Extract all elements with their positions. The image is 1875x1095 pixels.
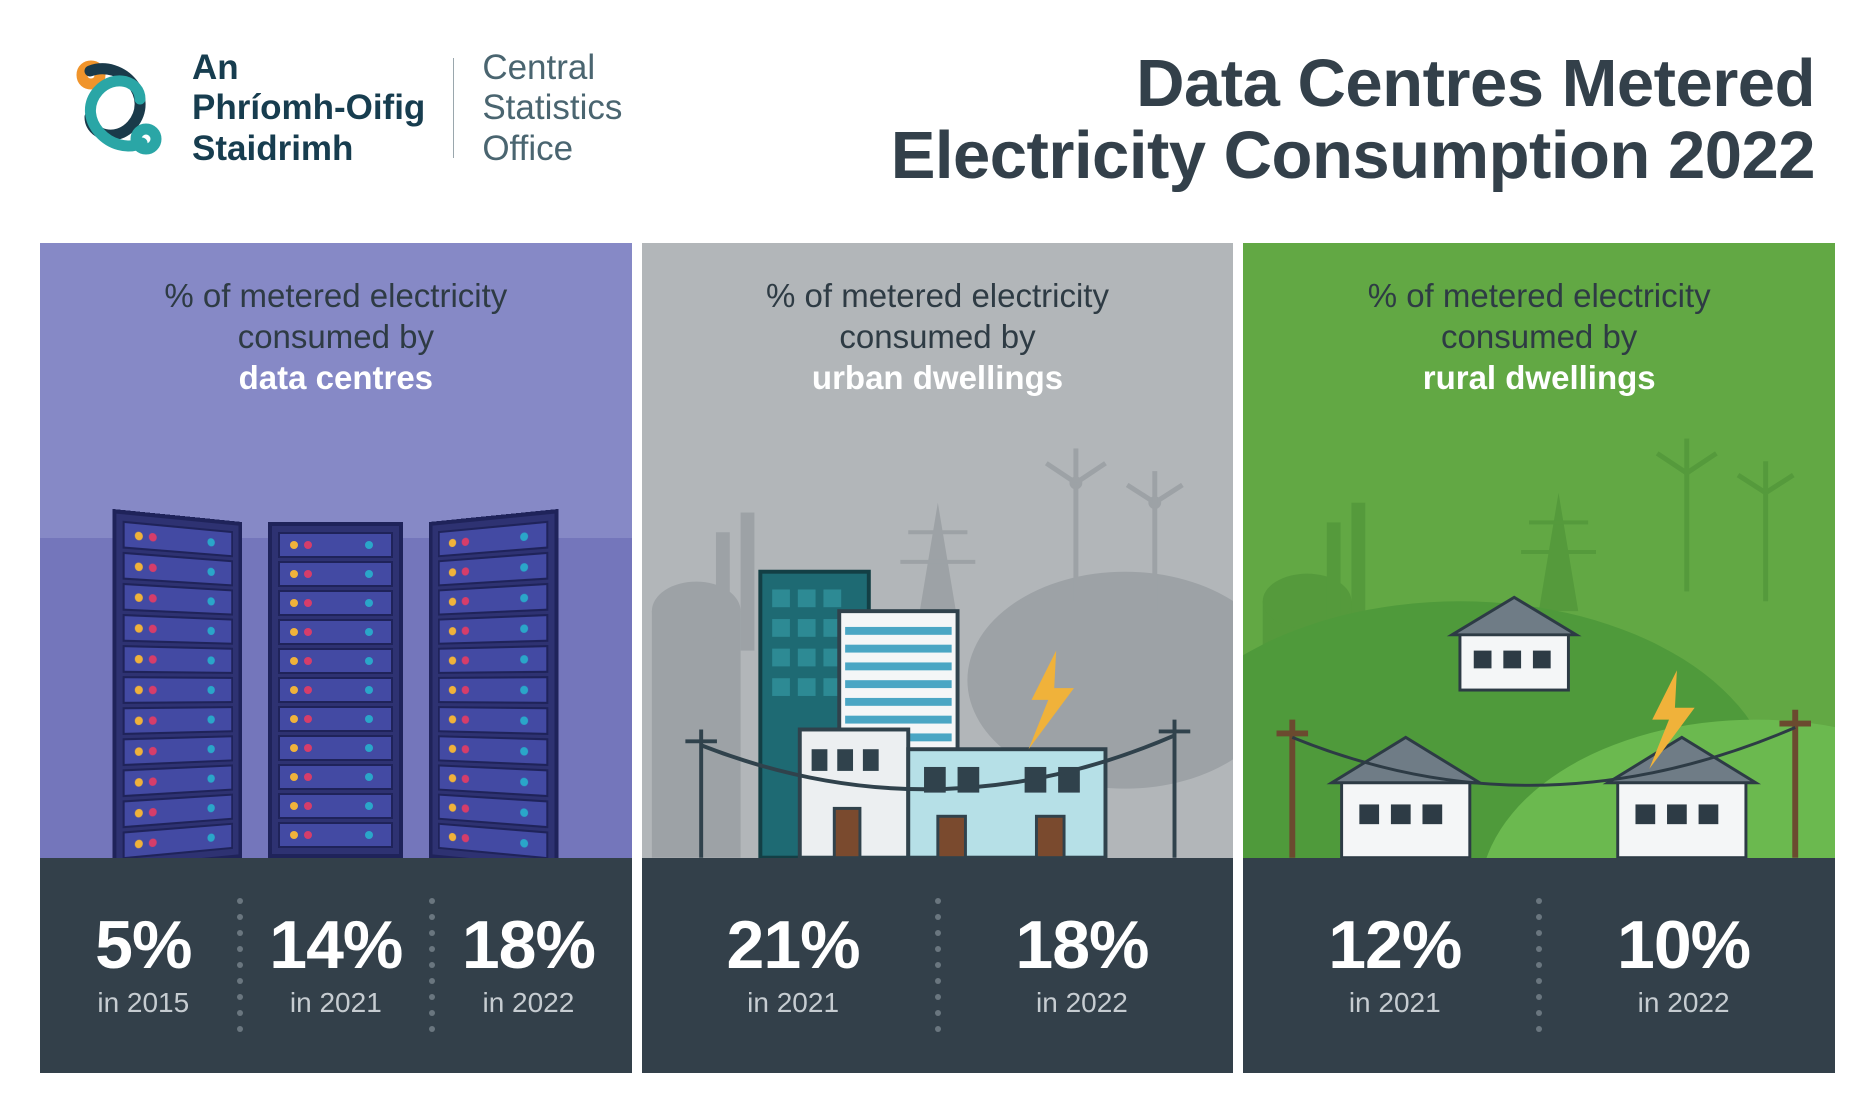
panel-label: % of metered electricity consumed by dat… [40,275,632,399]
stat-bar-data-centres: 5% in 2015 14% in 2021 18% in 2022 [40,858,632,1073]
stat-year: in 2021 [251,987,422,1019]
panel-label: % of metered electricity consumed by rur… [1243,275,1835,399]
title-line1: Data Centres Metered [891,48,1815,120]
org-en-line2: Statistics [482,88,622,128]
label-line2: consumed by [1243,316,1835,357]
logo-block: An Phríomh-Oifig Staidrimh Central Stati… [60,48,622,169]
cso-logo-icon [60,53,170,163]
panel-illustration-rural: % of metered electricity consumed by rur… [1243,243,1835,858]
stat-2021: 21% in 2021 [660,911,927,1019]
org-irish-line1: An [192,48,425,88]
stat-pct: 18% [443,911,614,979]
title-line2: Electricity Consumption 2022 [891,120,1815,192]
dotted-divider [1528,898,1550,1032]
stat-2015: 5% in 2015 [58,911,229,1019]
stat-pct: 21% [660,911,927,979]
label-emphasis: urban dwellings [642,357,1234,398]
header: An Phríomh-Oifig Staidrimh Central Stati… [40,48,1835,193]
stat-2022: 18% in 2022 [949,911,1216,1019]
stat-year: in 2022 [949,987,1216,1019]
label-emphasis: data centres [40,357,632,398]
label-emphasis: rural dwellings [1243,357,1835,398]
stat-2022: 18% in 2022 [443,911,614,1019]
stat-bar-urban: 21% in 2021 18% in 2022 [642,858,1234,1073]
stat-year: in 2022 [1550,987,1817,1019]
label-line1: % of metered electricity [642,275,1234,316]
stat-pct: 18% [949,911,1216,979]
panel-rural-dwellings: % of metered electricity consumed by rur… [1243,243,1835,1073]
dotted-divider [229,898,251,1032]
stat-year: in 2022 [443,987,614,1019]
org-en-line3: Office [482,129,622,169]
label-line1: % of metered electricity [1243,275,1835,316]
stat-2021: 12% in 2021 [1261,911,1528,1019]
stat-bar-rural: 12% in 2021 10% in 2022 [1243,858,1835,1073]
panel-illustration-urban: % of metered electricity consumed by urb… [642,243,1234,858]
label-line1: % of metered electricity [40,275,632,316]
panel-illustration-data-centres: % of metered electricity consumed by dat… [40,243,632,858]
server-rack-icon [113,509,243,858]
org-name-english: Central Statistics Office [482,48,622,169]
org-name-irish: An Phríomh-Oifig Staidrimh [192,48,425,169]
urban-scene-icon [642,378,1234,858]
dotted-divider [927,898,949,1032]
stat-year: in 2021 [1261,987,1528,1019]
stat-pct: 14% [251,911,422,979]
stat-2022: 10% in 2022 [1550,911,1817,1019]
panels-row: % of metered electricity consumed by dat… [40,243,1835,1073]
infographic-title: Data Centres Metered Electricity Consump… [891,48,1815,193]
label-line2: consumed by [40,316,632,357]
stat-pct: 12% [1261,911,1528,979]
org-en-line1: Central [482,48,622,88]
org-irish-line2: Phríomh-Oifig [192,88,425,128]
stat-pct: 5% [58,911,229,979]
panel-label: % of metered electricity consumed by urb… [642,275,1234,399]
dotted-divider [421,898,443,1032]
rural-scene-icon [1243,378,1835,858]
org-irish-line3: Staidrimh [192,129,425,169]
stat-2021: 14% in 2021 [251,911,422,1019]
panel-urban-dwellings: % of metered electricity consumed by urb… [642,243,1234,1073]
stat-year: in 2015 [58,987,229,1019]
server-rack-icon [268,522,403,858]
panel-data-centres: % of metered electricity consumed by dat… [40,243,632,1073]
stat-pct: 10% [1550,911,1817,979]
logo-divider [453,58,454,158]
stat-year: in 2021 [660,987,927,1019]
label-line2: consumed by [642,316,1234,357]
server-rack-icon [429,509,559,858]
logo-text-group: An Phríomh-Oifig Staidrimh Central Stati… [192,48,622,169]
server-racks-art [40,427,632,858]
